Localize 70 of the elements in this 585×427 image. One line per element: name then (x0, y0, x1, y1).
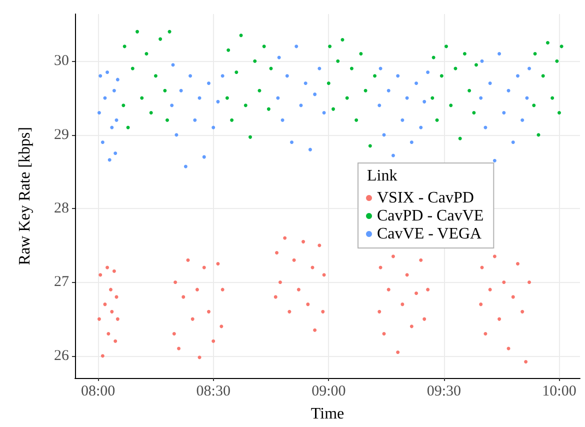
point (262, 44, 266, 48)
point (158, 37, 162, 41)
point (364, 88, 368, 92)
legend-label: CavPD - CavVE (377, 208, 484, 224)
point (253, 59, 257, 63)
point (435, 118, 439, 122)
legend-label: VSIX - CavPD (377, 190, 474, 206)
point (136, 30, 140, 34)
point (541, 74, 545, 78)
y-tick-label: 29 (54, 126, 69, 143)
x-tick-label: 08:00 (80, 384, 116, 400)
point (234, 70, 238, 74)
point (449, 104, 453, 108)
x-tick-label: 08:30 (196, 384, 230, 400)
point (550, 96, 554, 100)
y-tick-label: 26 (54, 348, 70, 364)
point (144, 52, 148, 56)
point (354, 118, 358, 122)
point (168, 30, 172, 34)
point (248, 135, 252, 139)
point (230, 118, 234, 122)
point (558, 110, 561, 114)
point (258, 88, 262, 92)
y-tick-label: 30 (54, 53, 69, 70)
x-axis-title: Time (310, 406, 344, 422)
legend-label: CavVE - VEGA (377, 226, 482, 242)
point (122, 104, 126, 108)
point (432, 56, 436, 60)
x-tick-label: 09:30 (426, 384, 462, 400)
point (373, 74, 377, 78)
point (140, 96, 144, 100)
point (239, 34, 243, 38)
y-axis-title: Raw Key Rate [kbps] (16, 126, 34, 266)
point (328, 44, 332, 48)
point (165, 118, 169, 122)
point (359, 52, 363, 56)
point (154, 74, 158, 78)
point (462, 52, 466, 56)
point (340, 38, 344, 42)
y-tick-label: 28 (54, 200, 69, 217)
point (336, 59, 340, 63)
x-tick-label: 10:00 (542, 384, 576, 400)
x-tick-label: 09:00 (312, 384, 346, 400)
point (532, 104, 536, 108)
point (440, 74, 444, 78)
point (536, 133, 540, 137)
point (149, 110, 153, 114)
point (163, 88, 167, 92)
point (555, 59, 559, 63)
point (474, 63, 478, 67)
legend-title: Link (367, 168, 398, 184)
point (560, 44, 564, 48)
point (345, 96, 349, 100)
point (533, 52, 537, 56)
point (244, 104, 248, 108)
point (326, 82, 330, 86)
point (122, 44, 126, 48)
point (444, 44, 448, 48)
point (458, 136, 462, 140)
point (266, 107, 270, 111)
point (350, 66, 354, 70)
point (472, 110, 476, 114)
point (226, 48, 230, 52)
point (546, 40, 550, 44)
point (225, 96, 229, 100)
point (368, 144, 372, 148)
point (332, 107, 336, 111)
point (130, 66, 134, 70)
y-tick-label: 27 (54, 274, 70, 290)
point (468, 88, 472, 92)
